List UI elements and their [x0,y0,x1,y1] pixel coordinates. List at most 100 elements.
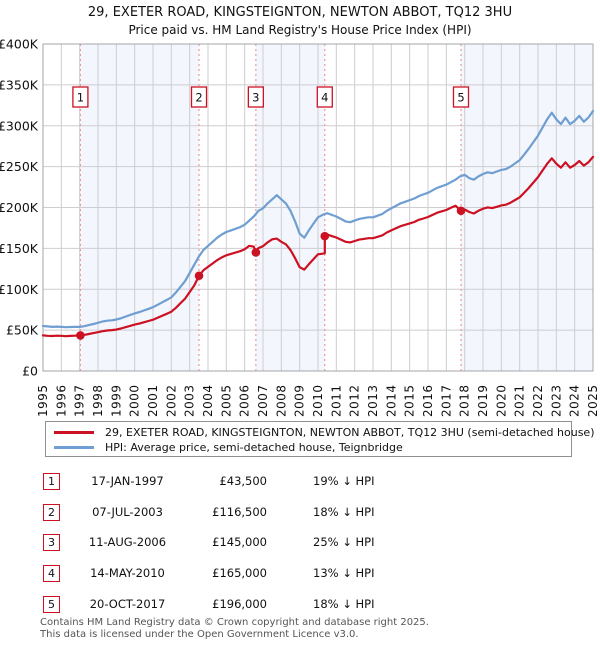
sale-marker-number: 5 [457,91,464,105]
sale-marker-number: 3 [252,91,259,105]
y-axis-tick-label: £400K [0,37,39,52]
x-axis-tick-label: 2017 [439,384,453,417]
y-axis-tick-label: £300K [0,118,39,133]
sale-number-badge: 1 [43,473,60,490]
sale-hpi-delta: 13% ↓ HPI [313,566,375,581]
sale-marker-number: 1 [77,91,84,105]
sale-hpi-delta: 18% ↓ HPI [313,504,375,519]
x-axis-tick-label: 2023 [549,384,563,417]
axis-tick-labels: £0 £50K £100K £150K £200K £250K £300K £350K £400… [0,37,600,418]
y-axis-tick-label: £250K [0,159,39,174]
x-axis-tick-label: 2002 [164,384,178,417]
legend-label-price-paid: 29, EXETER ROAD, KINGSTEIGNTON, NEWTON A… [105,426,595,439]
x-axis-tick-label: 2019 [476,384,490,417]
y-axis-tick-label: £200K [0,200,39,215]
legend-label-hpi: HPI: Average price, semi-detached house,… [105,441,403,454]
sale-number-badge: 3 [43,534,60,552]
y-axis-tick-label: £100K [0,282,39,297]
x-axis-tick-label: 2024 [568,384,582,417]
plot-border-rect [42,43,594,372]
x-axis-tick-label: 1995 [36,384,50,417]
hpi-line [41,109,595,329]
x-axis-tick-label: 2004 [201,384,215,417]
x-axis-tick-label: 2009 [293,384,307,417]
sale-point-dot [194,271,204,281]
legend-item-price-paid: 29, EXETER ROAD, KINGSTEIGNTON, NEWTON A… [52,425,595,440]
sale-date: 07-JUL-2003 [92,504,163,519]
x-axis-tick-label: 2008 [274,384,288,417]
hpi-line-swatch [54,446,94,449]
chart-series-lines [41,109,595,338]
page-subtitle: Price paid vs. HM Land Registry's House … [128,23,471,37]
sale-marker-number: 2 [195,91,202,105]
sale-hpi-delta: 18% ↓ HPI [313,596,375,611]
price-paid-line-swatch [54,431,94,434]
license-footer: Contains HM Land Registry data © Crown c… [40,617,429,640]
x-axis-tick-label: 2015 [403,384,417,417]
sale-point-dot [76,331,85,340]
y-axis-tick-label: £350K [0,77,39,92]
footer-line-1: Contains HM Land Registry data © Crown c… [40,617,429,628]
page-title: 29, EXETER ROAD, KINGSTEIGNTON, NEWTON A… [88,5,512,20]
sale-point-dot [456,206,466,216]
x-axis-tick-label: 2000 [128,384,142,417]
x-axis-tick-label: 2007 [256,384,270,417]
sale-table-row: 1 17-JAN-1997 £43,500 19% ↓ HPI [0,473,600,490]
sale-price: £116,500 [212,504,267,519]
sale-marker-box [247,86,265,108]
x-axis-tick-label: 2013 [366,384,380,417]
y-axis-tick-label: £150K [0,241,39,256]
x-axis-tick-label: 1996 [54,384,68,417]
x-axis-tick-label: 1998 [91,384,105,417]
sale-date: 20-OCT-2017 [89,596,166,611]
sale-table-row: 5 20-OCT-2017 £196,000 18% ↓ HPI [0,595,600,613]
x-axis-tick-label: 2010 [311,384,325,417]
x-axis-tick-label: 2022 [531,384,545,417]
x-axis-tick-label: 2014 [384,384,398,417]
sale-price: £196,000 [212,596,267,611]
sale-hpi-delta: 19% ↓ HPI [313,474,375,488]
sale-marker-box [452,86,470,108]
sale-table-row: 4 14-MAY-2010 £165,000 13% ↓ HPI [0,565,600,583]
sale-number-badge: 4 [43,565,60,583]
sale-number-markers: 1 2 3 4 5 [72,86,470,340]
sale-point-dot [320,231,330,241]
sale-table-row: 3 11-AUG-2006 £145,000 25% ↓ HPI [0,534,600,552]
plot-border [42,43,594,372]
price-paid-line [41,155,595,338]
y-axis-tick-label: £50K [6,323,39,338]
sale-price: £43,500 [219,474,267,488]
sale-date: 17-JAN-1997 [91,474,164,488]
x-axis-tick-label: 2012 [348,384,362,417]
x-axis-tick-label: 2020 [494,384,508,417]
legend-item-hpi: HPI: Average price, semi-detached house,… [52,440,565,455]
chart-legend: 29, EXETER ROAD, KINGSTEIGNTON, NEWTON A… [45,421,595,457]
x-axis-tick-label: 2021 [513,384,527,417]
sale-number-badge: 5 [43,595,60,613]
sale-date: 14-MAY-2010 [90,566,165,581]
sale-marker-box [72,86,89,108]
x-axis-tick-label: 2025 [586,384,600,417]
sale-price: £145,000 [212,535,267,550]
price-chart: 29, EXETER ROAD, KINGSTEIGNTON, NEWTON A… [0,5,600,418]
sale-date: 11-AUG-2006 [88,535,167,550]
x-axis-tick-label: 2016 [421,384,435,417]
sale-marker-box [190,86,208,108]
x-axis-tick-label: 2001 [146,384,160,417]
sale-point-dot [251,248,261,257]
sale-table-row: 2 07-JUL-2003 £116,500 18% ↓ HPI [0,503,600,521]
x-axis-tick-label: 2005 [219,384,233,417]
x-axis-tick-label: 2006 [238,384,252,417]
sale-hpi-delta: 25% ↓ HPI [313,535,375,550]
sale-price: £165,000 [212,566,267,581]
x-axis-tick-label: 2003 [183,384,197,417]
x-axis-tick-label: 1999 [109,384,123,417]
y-axis-tick-label: £0 [22,364,38,379]
footer-line-2: This data is licensed under the Open Gov… [40,628,359,640]
sale-number-badge: 2 [43,503,60,521]
x-axis-tick-label: 2018 [458,384,472,417]
x-axis-tick-label: 1997 [73,384,87,417]
sale-marker-box [316,86,333,108]
sale-marker-number: 4 [321,91,328,105]
